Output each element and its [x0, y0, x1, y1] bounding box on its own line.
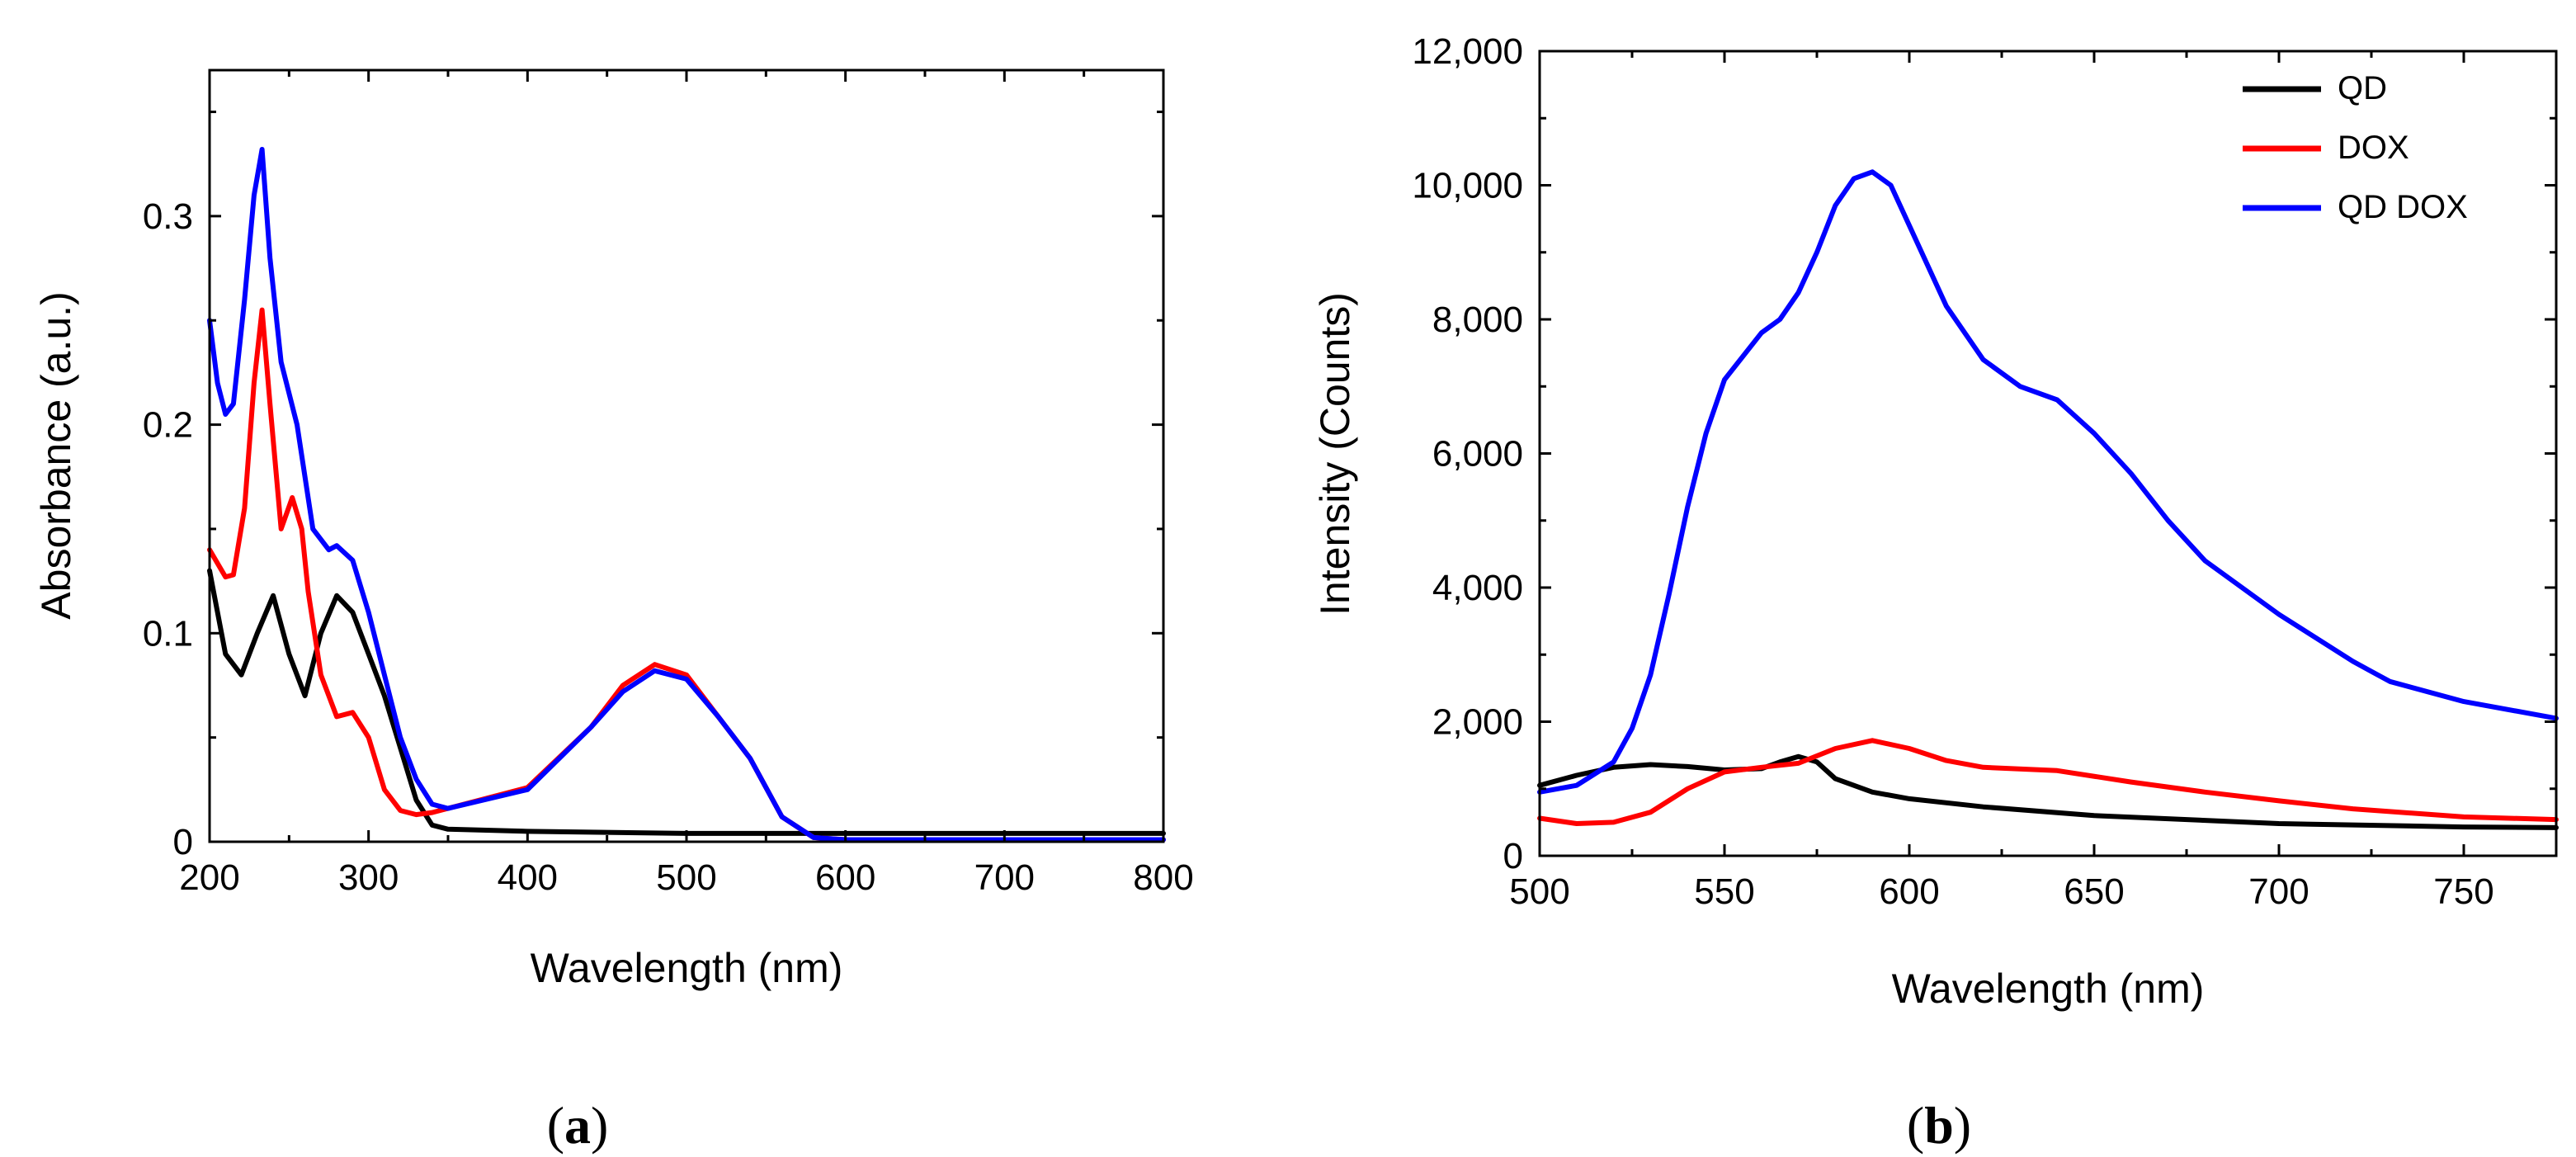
panel-a-absorbance-chart: 200 300 400 500 600 700 800 0 0.1 0.2 0.3 Wavelen…: [33, 68, 1194, 1155]
panel-b-legend: QD DOX QD DOX: [2243, 70, 2468, 225]
panel-a-x-tick-label: 700: [974, 857, 1035, 898]
panel-b-y-tick-label: 8,000: [1432, 300, 1523, 340]
panel-b-plot-frame: [1538, 50, 2558, 857]
panel-b-y-tick-label: 12,000: [1412, 31, 1523, 72]
panel-b-x-tick-label: 750: [2433, 871, 2493, 912]
panel-a-series-dox: [207, 307, 1166, 843]
panel-b-y-tick-label: 2,000: [1432, 702, 1523, 743]
panel-b-x-axis-title: Wavelength (nm): [1892, 966, 2205, 1012]
panel-b-x-tick-label: 500: [1509, 871, 1569, 912]
panel-a-x-tick-label: 600: [815, 857, 875, 898]
panel-b-caption: (b): [1907, 1096, 1971, 1155]
panel-a-caption: (a): [547, 1096, 609, 1155]
panel-a-x-tick-label: 400: [498, 857, 558, 898]
panel-a-series-qd: [207, 568, 1166, 836]
panel-a-y-ticks: 0 0.1 0.2 0.3: [143, 111, 1163, 862]
panel-b-series-qd-dox: [1537, 169, 2559, 795]
panel-a-y-axis-title: Absorbance (a.u.): [33, 291, 79, 619]
panel-b-series-qd: [1537, 753, 2559, 830]
panel-a-plot-frame: [208, 68, 1165, 843]
panel-a-caption-letter: a: [564, 1096, 591, 1155]
panel-b-x-tick-label: 600: [1879, 871, 1939, 912]
panel-b-x-tick-label: 550: [1694, 871, 1754, 912]
panel-b-intensity-chart: 500 550 600 650 700 750 0 2,000 4,000 6,000 8,000…: [1312, 31, 2559, 1155]
panel-b-x-ticks: 500 550 600 650 700 750: [1509, 51, 2494, 912]
panel-a-x-ticks: 200 300 400 500 600 700 800: [179, 70, 1194, 898]
panel-b-caption-letter: b: [1924, 1096, 1954, 1155]
panel-a-y-tick-label: 0.2: [143, 405, 193, 446]
panel-b-series-group: [1537, 169, 2559, 830]
panel-b-legend-label: QD: [2338, 70, 2387, 106]
panel-a-x-tick-label: 500: [656, 857, 716, 898]
panel-a-series-group: [207, 147, 1166, 843]
panel-b-y-axis-title: Intensity (Counts): [1312, 292, 1358, 616]
panel-b-series-dox: [1537, 738, 2559, 826]
panel-a-y-tick-label: 0: [173, 822, 193, 862]
panel-b-y-tick-label: 6,000: [1432, 434, 1523, 475]
panel-b-y-ticks: 0 2,000 4,000 6,000 8,000 10,000 12,000: [1412, 31, 2556, 876]
panel-a-y-tick-label: 0.3: [143, 196, 193, 237]
panel-b-x-tick-label: 700: [2248, 871, 2309, 912]
panel-a-series-qd-dox: [207, 147, 1166, 843]
panel-b-legend-label: DOX: [2338, 130, 2409, 166]
panel-a-x-tick-label: 800: [1133, 857, 1193, 898]
panel-b-y-tick-label: 0: [1503, 836, 1523, 876]
panel-b-y-tick-label: 10,000: [1412, 166, 1523, 206]
panel-b-y-tick-label: 4,000: [1432, 568, 1523, 608]
panel-a-y-tick-label: 0.1: [143, 613, 193, 654]
panel-a-x-tick-label: 300: [338, 857, 399, 898]
panel-a-x-axis-title: Wavelength (nm): [531, 945, 843, 991]
panel-b-legend-label: QD DOX: [2338, 189, 2468, 225]
panel-b-x-tick-label: 650: [2064, 871, 2124, 912]
panel-a-x-tick-label: 200: [179, 857, 239, 898]
